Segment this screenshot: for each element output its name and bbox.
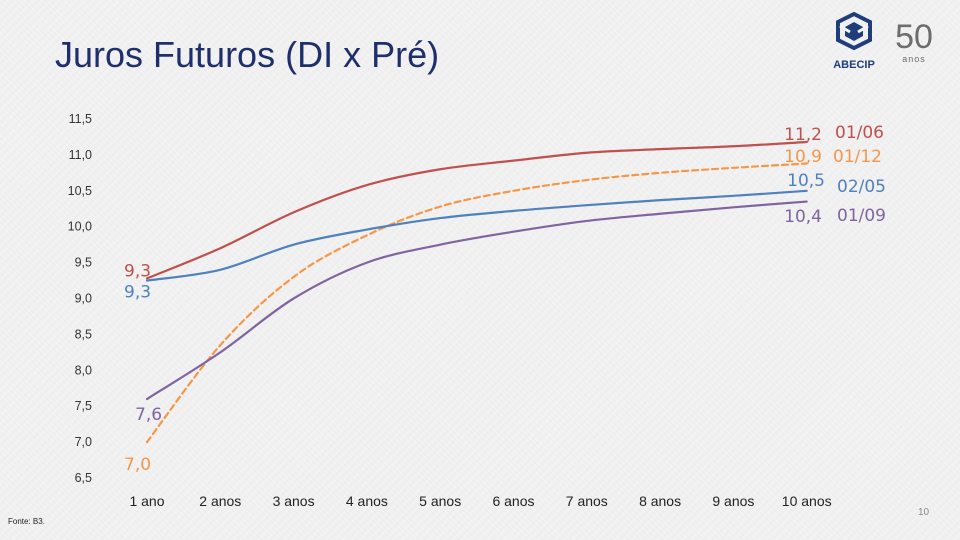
- series-line-01-09: [145, 200, 808, 401]
- series-lines: [145, 140, 808, 444]
- y-tick-label: 8,0: [75, 363, 92, 377]
- start-data-label: 7,6: [135, 405, 162, 425]
- y-tick-label: 11,5: [69, 112, 92, 126]
- series-line-01-06: [145, 140, 808, 280]
- y-tick-label: 7,5: [75, 399, 92, 413]
- y-tick-label: 7,0: [75, 435, 92, 449]
- data-labels: 9,3 11,2 01/06 7,0 10,9 01/12 9,3 10,5 02/05 7,6 1…: [124, 123, 886, 475]
- x-tick-label: 8 anos: [639, 493, 681, 509]
- series-name-label: 01/06: [835, 123, 884, 143]
- slide-title: Juros Futuros (DI x Pré): [55, 34, 440, 75]
- end-data-label: 10,5: [787, 171, 825, 191]
- y-tick-label: 9,5: [75, 256, 92, 270]
- x-tick-label: 9 anos: [712, 493, 754, 509]
- x-tick-label: 3 anos: [273, 493, 315, 509]
- abecip-emblem-icon: [836, 12, 872, 51]
- x-tick-label: 6 anos: [492, 493, 534, 509]
- series-name-label: 01/12: [833, 147, 882, 167]
- x-tick-label: 7 anos: [566, 493, 608, 509]
- y-tick-label: 9,0: [75, 292, 92, 306]
- series-line-02-05: [145, 189, 808, 282]
- series-name-label: 02/05: [837, 177, 886, 197]
- logo-anniversary-number: 50: [895, 18, 933, 56]
- y-tick-label: 10,0: [68, 220, 92, 234]
- source-note: Fonte: B3.: [8, 517, 45, 526]
- y-tick-label: 10,5: [68, 184, 92, 198]
- x-tick-label: 4 anos: [346, 493, 388, 509]
- y-axis: 11,5 11,0 10,5 10,0 9,5 9,0 8,5 8,0 7,5 7,0 6,5: [68, 112, 92, 485]
- logo-anniversary-word: anos: [902, 54, 926, 64]
- series-line-01-12: [145, 162, 808, 444]
- x-tick-label: 2 anos: [199, 493, 241, 509]
- x-axis: 1 ano 2 anos 3 anos 4 anos 5 anos 6 anos 7 ano…: [129, 493, 831, 509]
- start-data-label: 7,0: [124, 455, 151, 475]
- end-data-label: 10,4: [784, 207, 822, 227]
- abecip-logo: ABECIP 50 anos: [833, 12, 933, 71]
- logo-text: ABECIP: [833, 59, 875, 71]
- start-data-label: 9,3: [124, 261, 151, 281]
- y-tick-label: 11,0: [69, 148, 92, 162]
- x-tick-label: 10 anos: [782, 493, 832, 509]
- series-name-label: 01/09: [837, 206, 886, 226]
- end-data-label: 11,2: [784, 125, 822, 145]
- start-data-label: 9,3: [124, 283, 151, 303]
- page-number: 10: [918, 507, 930, 518]
- end-data-label: 10,9: [784, 147, 822, 167]
- x-tick-label: 1 ano: [129, 493, 164, 509]
- x-tick-label: 5 anos: [419, 493, 461, 509]
- y-tick-label: 6,5: [75, 471, 92, 485]
- y-tick-label: 8,5: [75, 327, 92, 341]
